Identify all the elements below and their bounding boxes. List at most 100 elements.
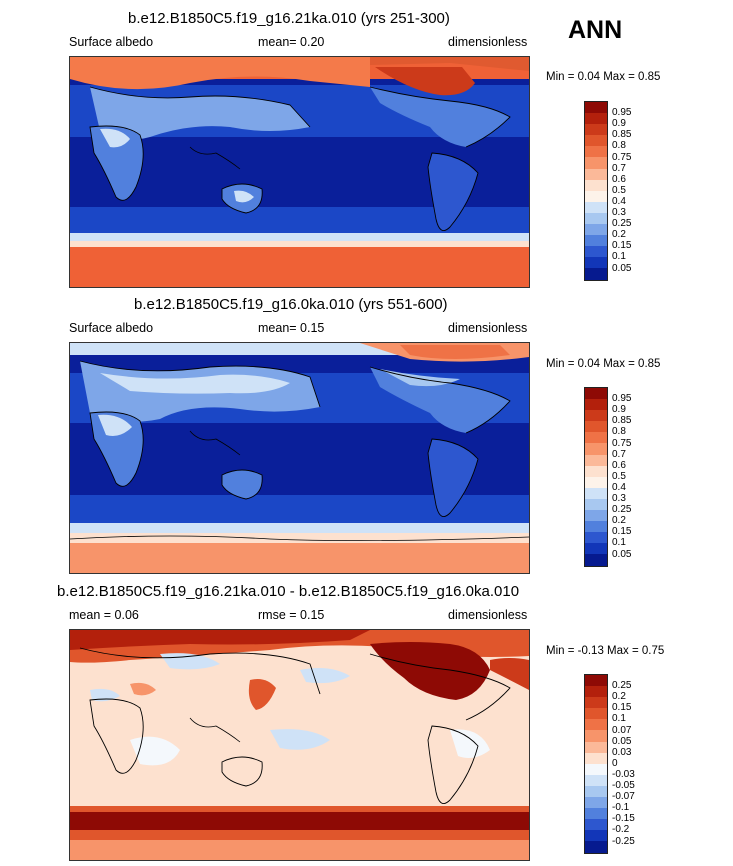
panel-3-map-svg [70, 630, 529, 860]
colorbar-tick-label: 0.2 [612, 515, 626, 527]
colorbar-segment [585, 476, 607, 488]
colorbar-tick-label: 0.4 [612, 481, 626, 493]
colorbar-tick-label: 0.25 [612, 680, 632, 692]
colorbar-tick-label: 0 [612, 757, 618, 769]
panel-2-colorbar [584, 387, 608, 567]
colorbar-segment [585, 521, 607, 533]
colorbar-tick-label: 0.7 [612, 448, 626, 460]
colorbar-tick-label: 0.2 [612, 229, 626, 241]
colorbar-tick-label: 0.2 [612, 691, 626, 703]
panel-2-map [69, 342, 530, 574]
colorbar-segment [585, 102, 607, 114]
colorbar-segment [585, 224, 607, 236]
colorbar-segment [585, 246, 607, 258]
colorbar-tick-label: -0.1 [612, 802, 630, 814]
colorbar-tick-label: 0.9 [612, 404, 626, 416]
colorbar-segment [585, 168, 607, 180]
panel-2-variable-label: Surface albedo [69, 321, 154, 335]
season-label: ANN [568, 16, 623, 44]
colorbar-segment [585, 212, 607, 225]
colorbar-tick-label: 0.15 [612, 240, 632, 252]
colorbar-segment [585, 708, 607, 720]
colorbar-tick-label: 0.4 [612, 195, 626, 207]
colorbar-tick-label: 0.3 [612, 493, 626, 504]
colorbar-tick-label: 0.8 [612, 426, 626, 438]
panel-2-units-label: dimensionless [448, 321, 528, 335]
colorbar-segment [585, 752, 607, 764]
panel-2-mean-label: mean= 0.15 [258, 321, 325, 335]
colorbar-tick-label: -0.2 [612, 824, 630, 836]
panel-3-map [69, 629, 530, 861]
colorbar-tick-label: 0.25 [612, 218, 632, 230]
panel-1-units-label: dimensionless [448, 35, 528, 49]
colorbar-segment [585, 421, 607, 433]
colorbar-segment [585, 785, 607, 798]
colorbar-tick-label: 0.8 [612, 140, 626, 152]
colorbar-tick-label: 0.75 [612, 151, 632, 163]
colorbar-segment [585, 808, 607, 820]
panel-3-units-label: dimensionless [448, 608, 528, 622]
colorbar-segment [585, 841, 607, 853]
colorbar-tick-label: 0.1 [612, 251, 626, 263]
colorbar-tick-label: 0.5 [612, 470, 626, 482]
colorbar-segment [585, 190, 607, 202]
colorbar-segment [585, 410, 607, 422]
colorbar-segment [585, 443, 607, 455]
colorbar-segment [585, 741, 607, 753]
colorbar-segment [585, 454, 607, 466]
colorbar-tick-label: 0.05 [612, 548, 632, 560]
colorbar-tick-label: 0.05 [612, 735, 632, 747]
panel-1-variable-label: Surface albedo [69, 35, 154, 49]
colorbar-segment [585, 487, 607, 499]
colorbar-segment [585, 465, 607, 477]
colorbar-segment [585, 510, 607, 522]
panel-3-mean-label: mean = 0.06 [69, 608, 139, 622]
colorbar-segment [585, 157, 607, 169]
panel-1-minmax: Min = 0.04 Max = 0.85 [546, 71, 661, 83]
colorbar-tick-label: 0.5 [612, 184, 626, 196]
colorbar-tick-label: 0.1 [612, 537, 626, 549]
colorbar-tick-label: 0.1 [612, 713, 626, 725]
colorbar-segment [585, 763, 607, 775]
colorbar-segment [585, 146, 607, 158]
colorbar-segment [585, 113, 607, 125]
colorbar-segment [585, 201, 607, 213]
colorbar-tick-label: 0.95 [612, 393, 632, 405]
colorbar-segment [585, 697, 607, 709]
colorbar-tick-label: 0.15 [612, 526, 632, 538]
panel-3-rmse-label: rmse = 0.15 [258, 608, 325, 622]
colorbar-segment [585, 179, 607, 191]
colorbar-segment [585, 543, 607, 555]
colorbar-tick-label: -0.03 [612, 768, 635, 780]
colorbar-segment [585, 819, 607, 831]
colorbar-tick-label: 0.03 [612, 746, 632, 758]
colorbar-segment [585, 498, 607, 511]
colorbar-segment [585, 124, 607, 136]
colorbar-tick-label: 0.15 [612, 702, 632, 714]
colorbar-segment [585, 388, 607, 400]
panel-3-minmax: Min = -0.13 Max = 0.75 [546, 645, 665, 657]
panel-1-map-svg [70, 57, 529, 287]
panel-1-map [69, 56, 530, 288]
colorbar-tick-label: 0.07 [612, 724, 632, 736]
colorbar-segment [585, 675, 607, 687]
colorbar-tick-label: 0.6 [612, 459, 626, 471]
colorbar-tick-label: -0.15 [612, 813, 635, 825]
panel-2-title: b.e12.B1850C5.f19_g16.0ka.010 (yrs 551-6… [134, 296, 448, 313]
colorbar-tick-label: 0.95 [612, 107, 632, 119]
colorbar-segment [585, 830, 607, 842]
colorbar-segment [585, 235, 607, 247]
colorbar-tick-label: -0.05 [612, 780, 635, 791]
colorbar-segment [585, 686, 607, 698]
colorbar-tick-label: -0.25 [612, 835, 635, 847]
colorbar-tick-label: 0.05 [612, 262, 632, 274]
panel-2-map-svg [70, 343, 529, 573]
colorbar-segment [585, 399, 607, 411]
colorbar-segment [585, 774, 607, 786]
panel-3-title: b.e12.B1850C5.f19_g16.21ka.010 - b.e12.B… [57, 583, 520, 600]
panel-1-title: b.e12.B1850C5.f19_g16.21ka.010 (yrs 251-… [128, 10, 450, 27]
panel-2-minmax: Min = 0.04 Max = 0.85 [546, 358, 661, 370]
colorbar-segment [585, 268, 607, 280]
panel-1-mean-label: mean= 0.20 [258, 35, 325, 49]
colorbar-tick-label: 0.3 [612, 207, 626, 218]
